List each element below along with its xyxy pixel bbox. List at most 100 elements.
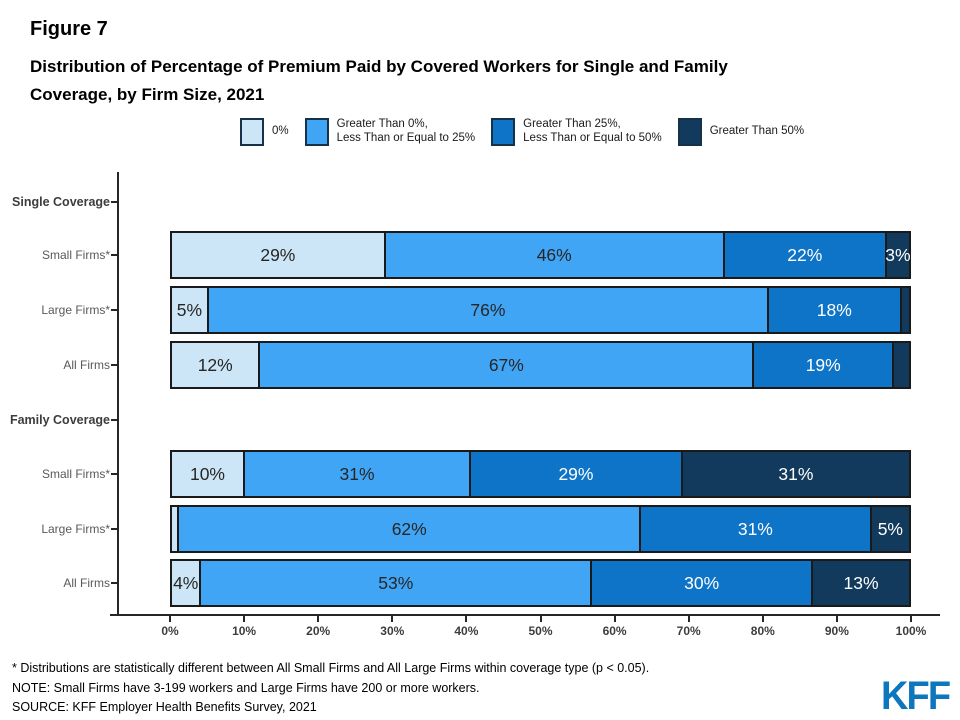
bar-segment: 18% <box>768 288 902 332</box>
y-axis-label: Single Coverage <box>12 195 110 209</box>
y-axis-tick <box>111 473 117 475</box>
bar-segment: 3% <box>885 233 911 277</box>
x-axis-tick-label: 40% <box>454 624 479 638</box>
bar-segment: 31% <box>682 452 909 496</box>
legend-label: 0% <box>272 125 289 138</box>
bar-segment: 19% <box>754 343 895 387</box>
bar-segment-label: 29% <box>558 463 594 484</box>
x-axis-tick-label: 10% <box>232 624 257 638</box>
bar-row: 5% 76% 18% <box>170 286 911 334</box>
y-axis-label: All Firms <box>63 576 110 590</box>
bar-segment: 12% <box>172 343 261 387</box>
y-axis-tick <box>111 364 117 366</box>
y-axis-label: Large Firms* <box>41 303 110 317</box>
bar-segment: 5% <box>172 288 209 332</box>
x-axis-tick <box>687 616 690 622</box>
x-axis-tick-label: 80% <box>750 624 775 638</box>
bar-segment-label: 3% <box>885 244 911 265</box>
y-axis-tick <box>111 201 117 203</box>
y-axis-tick <box>111 309 117 311</box>
bar-row: 10% 31% 29% 31% <box>170 450 911 498</box>
bar-segment: 62% <box>179 507 641 551</box>
x-axis-tick-label: 0% <box>161 624 179 638</box>
legend-item: Greater Than 25%, Less Than or Equal to … <box>491 118 662 146</box>
bar-segment-label: 29% <box>260 244 296 265</box>
footnote-line: SOURCE: KFF Employer Health Benefits Sur… <box>12 700 317 714</box>
bar-segment: 46% <box>385 233 725 277</box>
bar-segment: 67% <box>260 343 755 387</box>
y-axis-label: Family Coverage <box>9 413 110 427</box>
bar-segment-label: 46% <box>536 244 572 265</box>
y-axis-line <box>117 172 119 616</box>
bar-segment-label: 67% <box>488 354 524 375</box>
bar-segment-label: 31% <box>778 463 814 484</box>
kff-logo: KFF <box>881 674 951 718</box>
y-axis-tick <box>111 419 117 421</box>
legend-item: Greater Than 0%, Less Than or Equal to 2… <box>304 118 476 146</box>
bar-segment: 31% <box>244 452 472 496</box>
bar-segment-label: 22% <box>787 244 823 265</box>
figure-label: Figure 7 <box>30 18 108 40</box>
bar-segment-label: 31% <box>339 463 375 484</box>
bar-segment: 13% <box>813 561 909 605</box>
footnote-line: * Distributions are statistically differ… <box>12 661 650 675</box>
legend-swatch <box>491 118 516 146</box>
bar-segment-label: 30% <box>684 572 720 593</box>
x-axis-tick <box>539 616 542 622</box>
bar-segment: 29% <box>471 452 683 496</box>
bar-segment-label: 13% <box>843 572 879 593</box>
bar-segment: 10% <box>172 452 245 496</box>
footnote-line: NOTE: Small Firms have 3-199 workers and… <box>12 680 480 695</box>
x-axis-tick <box>613 616 616 622</box>
bar-segment-label: 62% <box>391 518 427 539</box>
legend: 0% Greater Than 0%, Less Than or Equal to… <box>240 118 804 146</box>
legend-swatch <box>677 118 702 146</box>
x-axis-tick <box>761 616 764 622</box>
bar-segment-label: 19% <box>805 354 841 375</box>
footnotes: * Distributions are statistically differ… <box>12 659 649 718</box>
bar-row: 62% 31% 5% <box>170 505 911 553</box>
legend-swatch <box>240 118 264 146</box>
bar-row: 29% 46% 22% 3% <box>170 231 911 279</box>
bar-segment-label: 4% <box>173 572 199 593</box>
bar-segment: 5% <box>871 507 909 551</box>
x-axis-tick-label: 70% <box>676 624 701 638</box>
bar-segment: 30% <box>592 561 814 605</box>
legend-label: Greater Than 25%, Less Than or Equal to … <box>523 118 662 144</box>
legend-label: Greater Than 0%, Less Than or Equal to 2… <box>336 118 476 144</box>
x-axis-tick-label: 30% <box>380 624 405 638</box>
legend-label: Greater Than 50% <box>709 125 805 138</box>
x-axis-tick <box>243 616 246 622</box>
bar-segment: 22% <box>724 233 887 277</box>
x-axis-tick <box>835 616 838 622</box>
bar-segment <box>901 288 909 332</box>
x-axis-tick <box>910 616 912 622</box>
x-axis-tick-label: 50% <box>528 624 553 638</box>
x-axis-tick-label: 100% <box>895 624 927 638</box>
x-axis-tick <box>465 616 468 622</box>
x-axis-line <box>110 614 940 616</box>
bar-segment: 53% <box>201 561 593 605</box>
chart-title-line2: Coverage, by Firm Size, 2021 <box>30 85 265 104</box>
legend-item: Greater Than 50% <box>677 118 805 146</box>
chart-title-line1: Distribution of Percentage of Premium Pa… <box>30 57 728 76</box>
bar-segment-label: 10% <box>189 463 225 484</box>
x-axis-tick <box>391 616 394 622</box>
bar-segment-label: 76% <box>470 299 506 320</box>
bar-row: 4% 53% 30% 13% <box>170 559 911 607</box>
y-axis-label: All Firms <box>63 358 110 372</box>
bar-segment-label: 18% <box>816 299 852 320</box>
bar-segment <box>172 507 180 551</box>
bar-segment-label: 5% <box>176 299 203 320</box>
y-axis-tick <box>111 254 117 256</box>
x-axis-tick-label: 60% <box>602 624 627 638</box>
x-axis-tick-label: 20% <box>306 624 331 638</box>
y-axis-label: Large Firms* <box>41 522 110 536</box>
bar-segment-label: 12% <box>197 354 233 375</box>
bar-segment: 4% <box>172 561 202 605</box>
bar-segment: 31% <box>640 507 872 551</box>
x-axis-tick-label: 90% <box>824 624 849 638</box>
x-axis-tick <box>169 616 171 622</box>
y-axis-tick <box>111 582 117 584</box>
